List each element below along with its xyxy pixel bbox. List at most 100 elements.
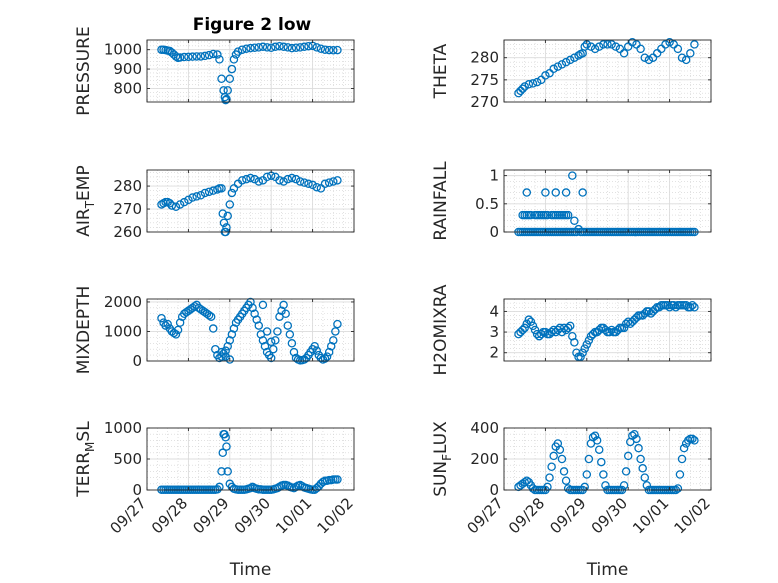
- ylabel-part: AIR: [74, 208, 94, 237]
- xtick-label: 10/01: [272, 494, 315, 537]
- data-point-pressure: [171, 52, 181, 61]
- data-point-mixdepth: [331, 327, 340, 336]
- data-point-theta: [557, 60, 567, 69]
- ytick-label: 270: [470, 93, 499, 111]
- data-point-air_temp: [204, 187, 214, 197]
- data-point-sun_flux: [688, 434, 697, 444]
- data-point-theta: [541, 71, 550, 80]
- data-point-pressure: [258, 42, 268, 52]
- data-point-mixdepth: [163, 319, 172, 329]
- data-point-sun_flux: [528, 484, 538, 493]
- data-point-mixdepth: [285, 330, 295, 339]
- data-point-air_temp: [300, 178, 309, 187]
- data-point-sun_flux: [547, 462, 556, 471]
- data-point-air_temp: [184, 195, 193, 205]
- ylabel-part: MIXDEPTH: [74, 286, 94, 375]
- data-point-sun_flux: [601, 481, 610, 490]
- data-point-pressure: [208, 49, 218, 59]
- data-point-theta: [580, 42, 589, 51]
- data-point-sun_flux: [634, 443, 643, 453]
- data-point-air_temp: [180, 197, 189, 207]
- data-point-air_temp: [242, 174, 251, 184]
- data-point-pressure: [324, 45, 334, 55]
- data-point-theta: [599, 40, 608, 49]
- ylabel-terr_msl: TERRMSL: [74, 421, 97, 498]
- data-point-pressure: [287, 43, 297, 53]
- ytick-label: 1: [489, 167, 499, 185]
- data-point-terr_msl: [213, 485, 222, 494]
- data-point-h2omixra: [681, 300, 691, 310]
- data-point-h2omixra: [582, 340, 592, 349]
- ytick-label: 280: [470, 49, 499, 67]
- axes-frame: [146, 169, 355, 233]
- subplot-rainfall: 0 0.5 1 RAINFALL: [431, 161, 712, 241]
- xtick-label: 09/27: [464, 494, 507, 537]
- axes-frame: [503, 169, 712, 233]
- data-point-h2omixra: [650, 305, 660, 314]
- data-point-pressure: [271, 42, 280, 52]
- data-point-terr_msl: [333, 475, 342, 484]
- xtick-label: 09/29: [546, 494, 589, 537]
- axes-frame: [146, 39, 355, 103]
- xtick-label: 10/01: [629, 494, 672, 537]
- data-point-h2omixra: [690, 303, 699, 312]
- data-point-sun_flux: [522, 476, 532, 485]
- data-point-theta: [661, 40, 670, 49]
- data-point-pressure: [283, 43, 293, 52]
- data-point-theta: [611, 42, 621, 51]
- data-point-theta: [603, 40, 612, 49]
- data-point-air_temp: [316, 184, 326, 193]
- data-point-mixdepth: [258, 336, 268, 345]
- data-point-pressure: [200, 51, 210, 61]
- ylabel-mixdepth: MIXDEPTH: [74, 286, 94, 375]
- data-point-sun_flux: [630, 429, 639, 439]
- data-point-mixdepth: [171, 330, 181, 339]
- data-point-rainfall: [543, 210, 552, 220]
- ylabel-rainfall: RAINFALL: [431, 161, 451, 241]
- data-point-mixdepth: [322, 352, 332, 361]
- ylabel-part: SL: [74, 421, 94, 442]
- data-point-air_temp: [254, 177, 264, 186]
- data-point-air_temp: [217, 184, 226, 193]
- ytick-label: 0: [489, 223, 499, 241]
- data-point-sun_flux: [640, 473, 650, 482]
- axes-frame: [503, 39, 712, 103]
- data-point-mixdepth: [246, 297, 255, 307]
- data-point-theta: [686, 49, 695, 58]
- ylabel-part: EMP: [74, 165, 94, 201]
- data-point-sun_flux: [592, 436, 602, 445]
- data-point-mixdepth: [250, 309, 259, 319]
- data-point-pressure: [237, 45, 247, 54]
- data-point-mixdepth: [225, 355, 235, 364]
- xtick-label: 09/28: [505, 494, 548, 537]
- data-point-sun_flux: [619, 481, 629, 490]
- data-point-mixdepth: [175, 318, 185, 327]
- data-point-mixdepth: [221, 346, 230, 355]
- xtick-label: 10/02: [671, 494, 714, 537]
- data-point-mixdepth: [252, 315, 261, 324]
- xtick-label: 09/29: [189, 494, 232, 537]
- data-point-sun_flux: [561, 476, 571, 485]
- data-point-sun_flux: [675, 470, 685, 479]
- data-point-air_temp: [237, 176, 247, 185]
- data-point-theta: [574, 51, 583, 60]
- data-point-mixdepth: [279, 300, 288, 310]
- ylabel-theta: THETA: [431, 43, 451, 99]
- data-point-h2omixra: [669, 300, 678, 310]
- data-point-theta: [524, 80, 534, 89]
- data-points: [157, 297, 342, 365]
- data-point-air_temp: [287, 173, 297, 183]
- data-point-mixdepth: [329, 336, 338, 345]
- data-point-sun_flux: [679, 443, 689, 453]
- data-point-pressure: [262, 43, 272, 52]
- data-point-h2omixra: [686, 303, 695, 312]
- ytick-label: 800: [113, 79, 142, 97]
- subplot-theta: 270 275 280 THETA: [431, 37, 712, 111]
- data-point-mixdepth: [287, 339, 297, 348]
- data-point-pressure: [300, 42, 309, 52]
- data-point-mixdepth: [326, 341, 336, 351]
- data-point-pressure: [229, 55, 239, 64]
- data-points: [514, 37, 699, 98]
- data-point-mixdepth: [254, 321, 264, 330]
